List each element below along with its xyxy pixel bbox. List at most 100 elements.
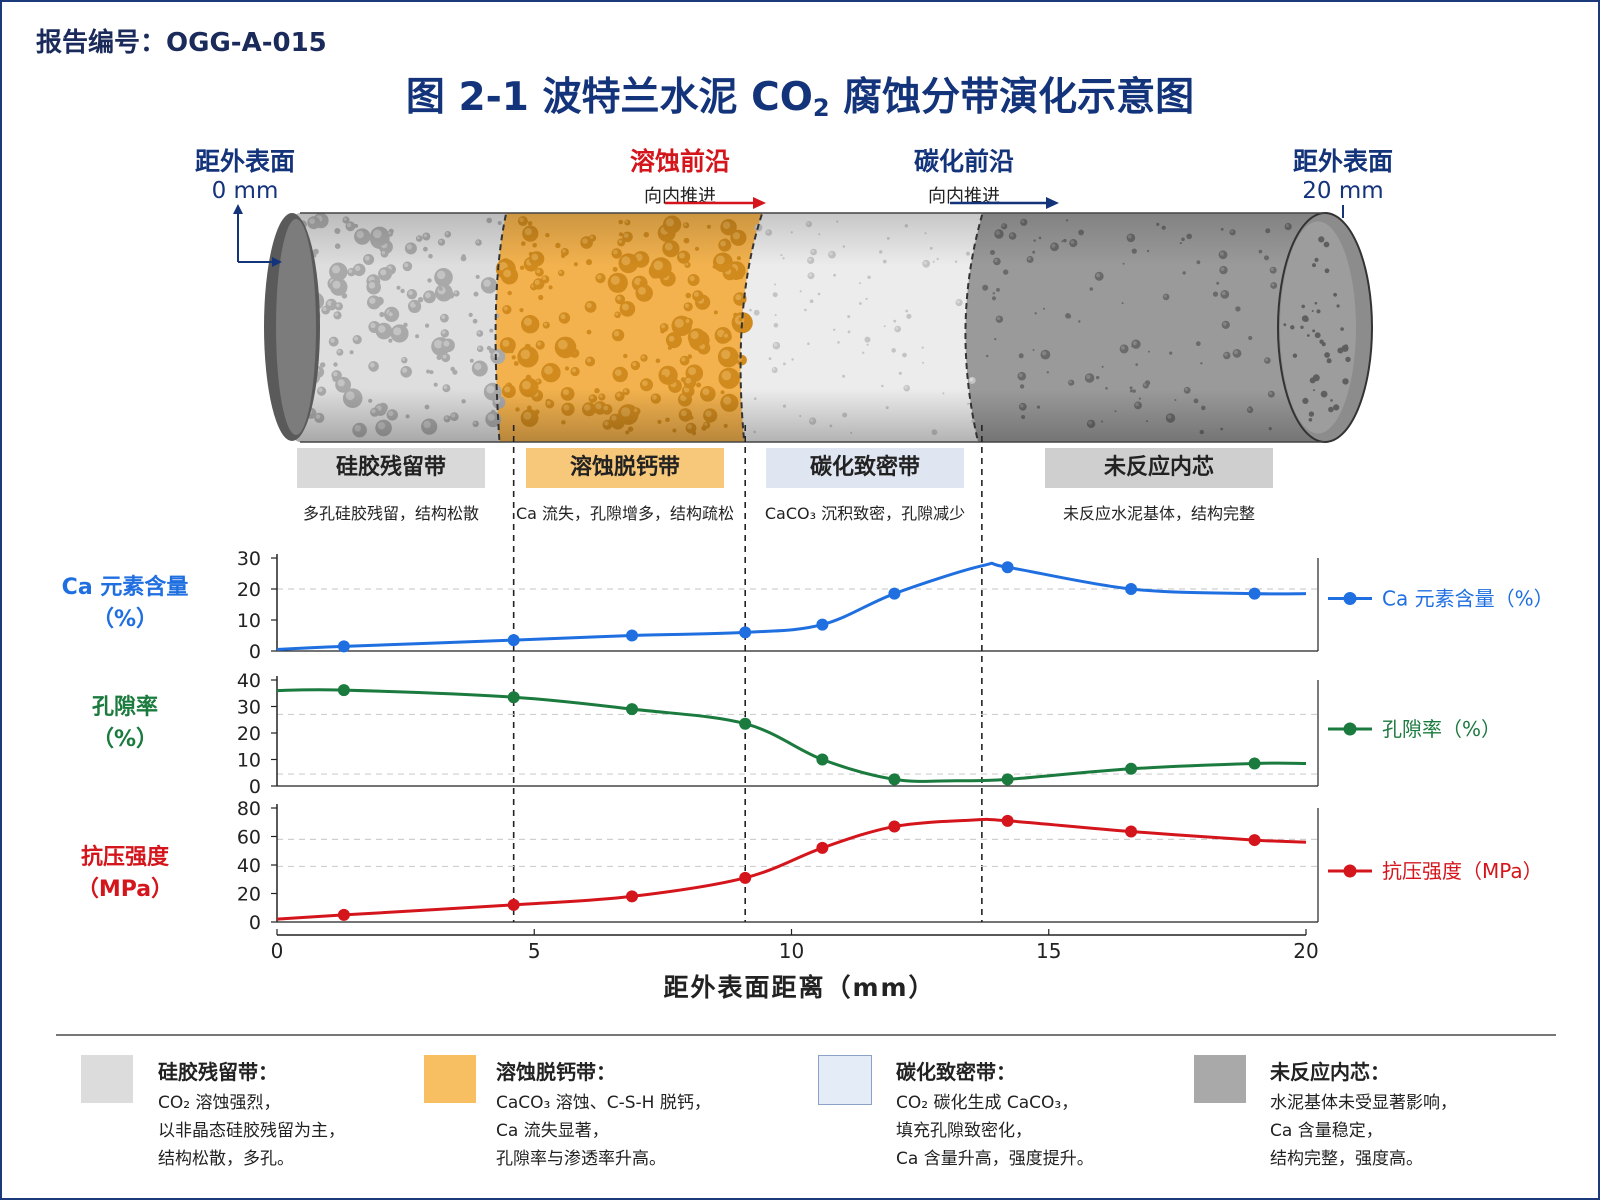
data-point — [626, 629, 639, 642]
data-point — [888, 587, 901, 600]
data-point — [1001, 561, 1014, 574]
right-end-label: 距外表面 20 mm — [1278, 142, 1408, 204]
title-subscript: 2 — [812, 94, 830, 122]
zone-tag-leached-text: 溶蚀脱钙带 — [569, 455, 680, 480]
x-tick-label: 5 — [528, 939, 541, 963]
y-tick-label: 20 — [237, 884, 261, 906]
data-point — [507, 634, 520, 647]
legend-label: 抗压强度（MPa） — [1382, 859, 1543, 883]
legend-text-line: CaCO₃ 溶蚀、C-S-H 脱钙， — [496, 1093, 711, 1113]
x-tick-label: 10 — [779, 939, 804, 963]
y-tick-label: 10 — [237, 610, 261, 632]
left-end-line1: 距外表面 — [194, 147, 295, 176]
zone-tag-carbonated: 碳化致密带 — [766, 448, 964, 488]
y-tick-label: 60 — [237, 827, 261, 849]
boundary-2 — [739, 213, 766, 442]
data-point — [337, 908, 350, 921]
legend-title: 硅胶残留带： — [158, 1060, 278, 1084]
data-point — [1001, 773, 1014, 786]
boundary-3 — [964, 213, 986, 442]
strength-axis-title: 抗压强度 （MPa） — [40, 842, 210, 906]
x-tick-label: 0 — [271, 939, 284, 963]
cylinder-body — [275, 213, 1325, 442]
legend-text-line: 水泥基体未受显著影响， — [1270, 1093, 1457, 1113]
ca-axis-title-line1: Ca 元素含量 — [61, 575, 189, 600]
y-tick-label: 10 — [237, 750, 261, 772]
zone-tag-silica: 硅胶残留带 — [297, 448, 485, 488]
legend-text-line: 以非晶态硅胶残留为主， — [158, 1121, 345, 1141]
data-point — [337, 684, 350, 697]
legend-text-line: 结构完整，强度高。 — [1270, 1149, 1423, 1169]
legend-swatch — [818, 1055, 872, 1105]
series-line — [276, 561, 1307, 651]
y-tick-label: 40 — [237, 855, 261, 877]
profile-chart: 0 10 20 30 Ca 元素含量（%） 0 10 20 30 40 孔隙率（%） 0 20 40 60 8… — [237, 425, 1554, 1002]
x-axis-title: 距外表面距离（mm） — [663, 973, 935, 1002]
report-number: 报告编号：OGG-A-015 — [36, 28, 327, 58]
x-tick-label: 15 — [1036, 939, 1061, 963]
data-point — [739, 871, 752, 884]
panel-1: 0 10 20 30 Ca 元素含量（%） — [237, 548, 1554, 663]
series-line — [276, 688, 1307, 783]
porosity-axis-title-line1: 孔隙率 — [91, 695, 158, 720]
x-tick-label: 20 — [1293, 939, 1318, 963]
ca-axis-title-line2: （%） — [91, 607, 159, 632]
legend-text-line: 填充孔隙致密化， — [896, 1121, 1032, 1141]
legend-marker — [1343, 592, 1357, 605]
data-point — [1248, 834, 1261, 847]
panel-2: 0 10 20 30 40 孔隙率（%） — [237, 670, 1501, 798]
y-tick-label: 0 — [249, 912, 261, 934]
legend-label: Ca 元素含量（%） — [1382, 587, 1554, 611]
zone-desc-silica: 多孔硅胶残留，结构松散 — [302, 504, 479, 523]
zone-tag-carbonated-text: 碳化致密带 — [809, 455, 920, 480]
y-tick-label: 80 — [237, 798, 261, 820]
legend-text-line: CO₂ 溶蚀强烈， — [158, 1093, 281, 1113]
legend-title: 溶蚀脱钙带： — [496, 1060, 616, 1084]
dissolution-front-title: 溶蚀前沿 — [629, 147, 730, 176]
left-end-label: 距外表面 0 mm — [180, 142, 310, 204]
data-point — [507, 898, 520, 911]
data-point — [739, 626, 752, 639]
zone-desc-carbonated: CaCO₃ 沉积致密，孔隙减少 — [764, 504, 966, 523]
legend-marker — [1343, 722, 1357, 736]
data-point — [1125, 762, 1138, 775]
data-point — [626, 890, 639, 903]
data-point — [816, 618, 829, 631]
data-point — [816, 841, 829, 854]
y-tick-label: 0 — [249, 776, 261, 798]
y-tick-label: 30 — [237, 697, 261, 719]
legend-text-line: Ca 含量升高，强度提升。 — [896, 1149, 1094, 1169]
porosity-axis-title: 孔隙率 （%） — [40, 692, 210, 756]
zone-tag-core-text: 未反应内芯 — [1103, 455, 1214, 480]
y-tick-label: 20 — [237, 723, 261, 745]
data-point — [888, 820, 901, 833]
title-prefix: 图 2-1 波特兰水泥 CO — [405, 75, 813, 120]
data-point — [1001, 814, 1014, 827]
ca-axis-title: Ca 元素含量 （%） — [40, 572, 210, 636]
legend-text-line: Ca 流失显著， — [496, 1121, 609, 1141]
data-point — [888, 773, 901, 786]
data-point — [337, 640, 350, 653]
legend-text-line: 结构松散，多孔。 — [158, 1149, 294, 1169]
zone-tag-leached: 溶蚀脱钙带 — [526, 448, 724, 488]
carbonation-front-title: 碳化前沿 — [913, 147, 1014, 176]
data-point — [507, 691, 520, 704]
right-end-line2: 20 mm — [1302, 178, 1384, 204]
series-line — [276, 817, 1307, 921]
data-point — [1248, 587, 1261, 600]
y-tick-label: 20 — [237, 579, 261, 601]
legend-swatch — [424, 1055, 476, 1103]
legend-title: 未反应内芯： — [1270, 1060, 1390, 1084]
boundary-1 — [494, 213, 509, 442]
legend-marker — [1343, 864, 1357, 878]
legend-swatch — [81, 1055, 133, 1103]
data-point — [626, 703, 639, 716]
data-point — [1125, 825, 1138, 838]
data-point — [739, 717, 752, 730]
legend-text-line: 孔隙率与渗透率升高。 — [496, 1149, 666, 1169]
right-end-line1: 距外表面 — [1292, 147, 1393, 176]
legend-separator — [56, 1034, 1556, 1036]
zone-desc-core: 未反应水泥基体，结构完整 — [1062, 504, 1255, 523]
title-suffix: 腐蚀分带演化示意图 — [829, 75, 1195, 120]
